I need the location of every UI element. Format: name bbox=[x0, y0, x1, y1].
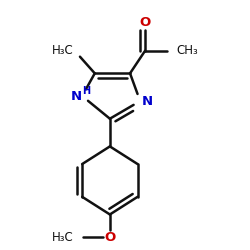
Text: N: N bbox=[70, 90, 82, 102]
Text: N: N bbox=[142, 94, 152, 108]
Text: O: O bbox=[104, 231, 116, 244]
Text: H: H bbox=[82, 86, 90, 96]
Text: O: O bbox=[140, 16, 151, 30]
Text: H₃C: H₃C bbox=[52, 231, 73, 244]
Text: CH₃: CH₃ bbox=[177, 44, 199, 57]
Text: H₃C: H₃C bbox=[52, 44, 73, 57]
